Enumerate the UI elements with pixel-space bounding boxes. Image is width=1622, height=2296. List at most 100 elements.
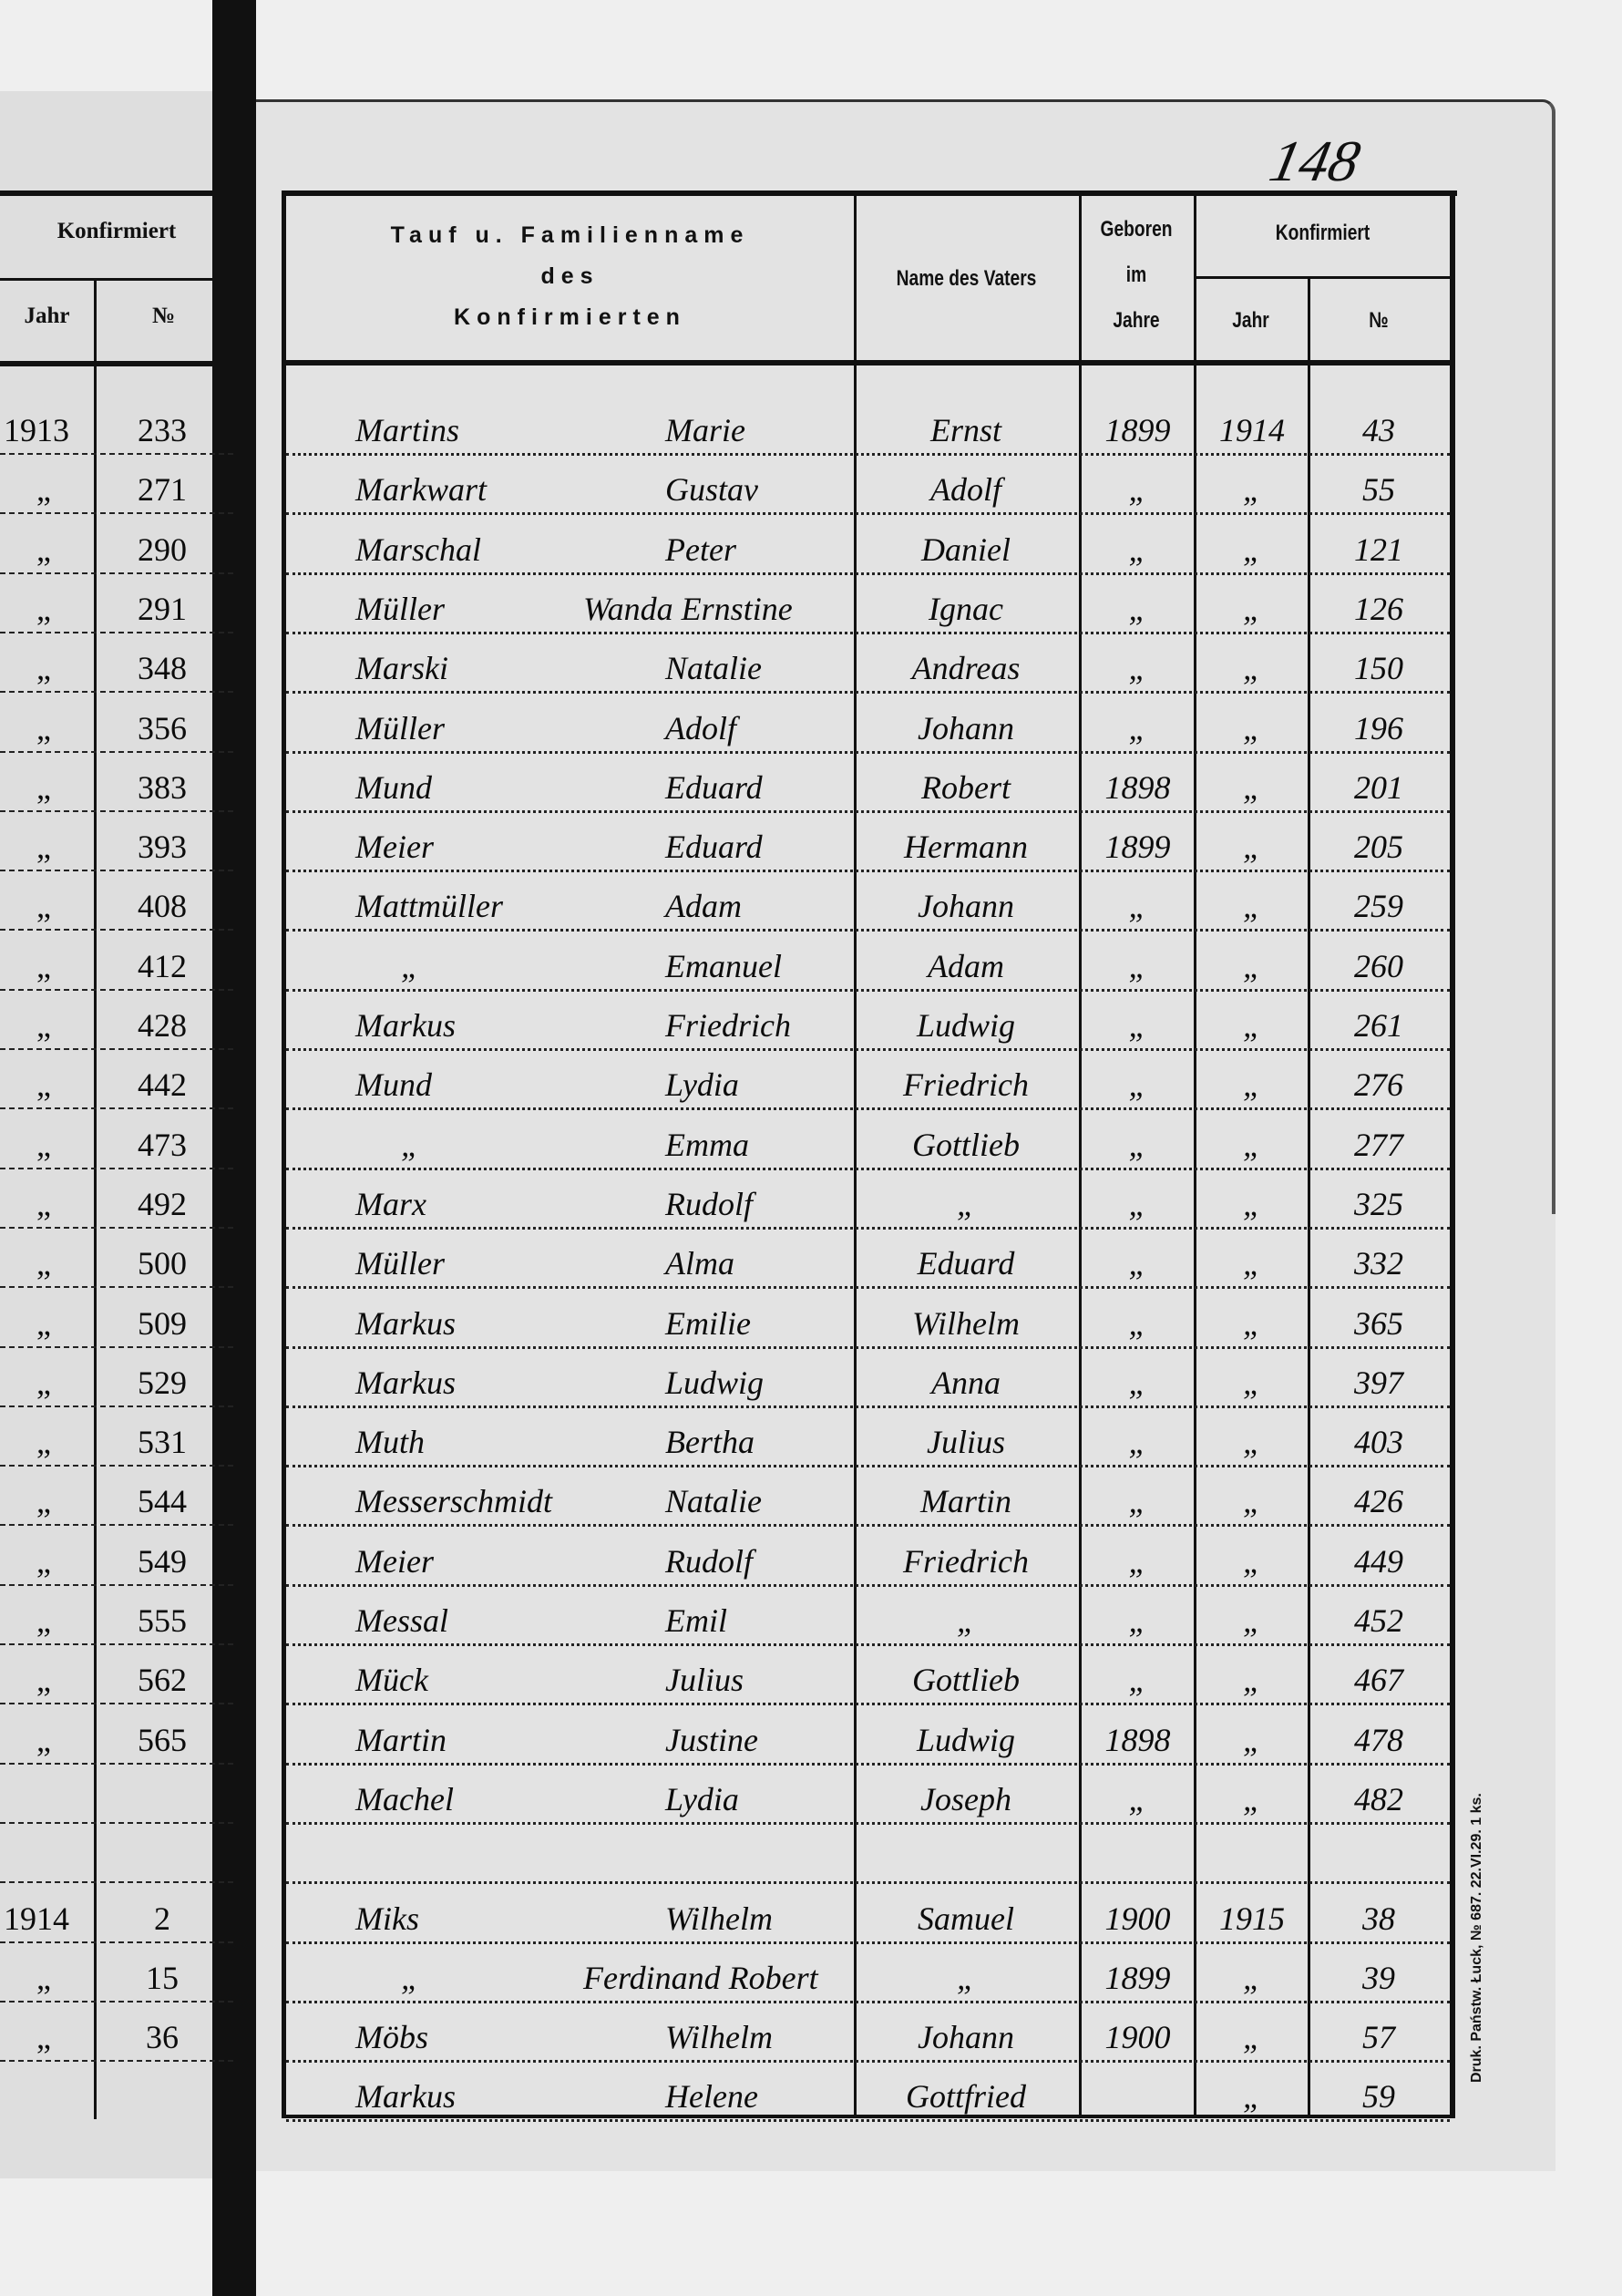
first-name-cell: Peter [665,530,736,568]
row-divider [286,512,1450,516]
first-name-cell: Alma [665,1245,734,1282]
left-year-cell: „ [36,1364,51,1401]
row-divider [286,631,1450,634]
row-divider [0,691,233,694]
confirmed-number-cell: 467 [1354,1662,1403,1699]
left-year-cell: „ [36,1424,51,1461]
row-divider [0,1226,233,1229]
confirmed-number-cell: 365 [1354,1304,1403,1342]
first-name-cell: Marie [665,412,745,448]
confirmed-year-cell: „ [1242,1602,1262,1639]
father-cell: Ernst [929,412,1001,448]
row-divider [286,2060,1450,2064]
surname-cell: Meier [355,1542,434,1580]
left-number-cell: 428 [138,1007,187,1044]
header-confirmed-year: Jahr [1232,308,1269,333]
born-year-cell: 1899 [1104,412,1171,448]
surname-cell: Messal [355,1602,448,1639]
first-name-cell: Adolf [665,709,736,746]
left-number-cell: 290 [138,530,187,568]
confirmed-number-cell: 121 [1354,530,1403,568]
surname-cell: Marx [355,1185,426,1222]
confirmed-number-cell: 260 [1354,947,1403,984]
row-divider [0,870,233,872]
row-divider [0,2060,233,2063]
left-year-cell: „ [36,1185,51,1222]
surname-cell: Markus [355,1304,456,1342]
surname-cell: Muth [355,1424,425,1461]
confirmed-year-cell: „ [1242,1959,1262,1996]
born-year-cell: „ [1128,1066,1147,1104]
row-divider [0,1941,233,1943]
row-divider [286,1405,1450,1408]
father-cell: Hermann [904,829,1028,866]
left-number-cell: 383 [138,768,187,806]
row-divider [286,571,1450,575]
left-year-cell: 1914 [4,1900,69,1937]
left-year-cell: „ [36,768,51,806]
born-year-cell: „ [1128,1245,1147,1282]
father-cell: Martin [919,1483,1011,1520]
first-name-cell: Bertha [665,1424,755,1461]
surname-cell: Messerschmidt [355,1483,552,1520]
left-year-cell: „ [36,1602,51,1639]
father-cell: Ludwig [916,1007,1016,1044]
father-cell: Julius [927,1424,1005,1461]
father-cell: Joseph [920,1780,1011,1817]
row-divider [0,988,233,991]
row-divider [286,1583,1450,1587]
born-year-cell: „ [1128,530,1147,568]
left-year-cell: „ [36,829,51,866]
first-name-cell: Wilhelm [665,1900,773,1937]
confirmed-year-cell: 1915 [1219,1900,1285,1937]
row-divider [286,1048,1450,1051]
father-cell: „ [956,1185,976,1222]
confirmed-number-cell: 150 [1354,650,1403,687]
father-cell: Johann [918,888,1014,925]
row-divider [286,1881,1450,1885]
left-number-cell: 233 [138,412,187,448]
left-year-cell: „ [36,1304,51,1342]
first-name-cell: Friedrich [665,1007,791,1044]
row-divider [286,1821,1450,1825]
row-divider [0,1167,233,1169]
surname-cell: Marski [355,650,448,687]
confirmed-number-cell: 277 [1354,1126,1403,1163]
header-confirmed: Konfirmiert [1275,221,1370,245]
father-cell: Ignac [929,590,1003,627]
header-born-line1: Geboren [1100,217,1173,242]
confirmed-year-cell: „ [1242,1185,1262,1222]
left-page [0,91,249,2178]
header-name-line1: Tauf u. Familienname [390,222,750,248]
first-name-cell: Ferdinand Robert [583,1959,818,1996]
confirmed-year-cell: „ [1242,1780,1262,1817]
row-divider [0,1286,233,1289]
left-number-cell: 408 [138,888,187,925]
confirmed-number-cell: 59 [1362,2078,1395,2116]
father-cell: Samuel [918,1900,1014,1937]
row-divider [0,1524,233,1527]
born-year-cell: 1899 [1104,829,1171,866]
page-number: 148 [1264,129,1366,193]
row-divider [0,1048,233,1050]
left-number-cell: 15 [146,1959,179,1996]
confirmed-number-cell: 452 [1354,1602,1403,1639]
row-divider [0,929,233,932]
first-name-cell: Emil [665,1602,727,1639]
header-name-line2: des [540,263,600,289]
row-divider [0,1465,233,1467]
confirmed-year-cell: „ [1242,1007,1262,1044]
left-number-cell: 549 [138,1542,187,1580]
confirmed-year-cell: „ [1242,888,1262,925]
born-year-cell: 1900 [1104,1900,1171,1937]
left-year-cell: 1913 [4,412,69,448]
born-year-cell: „ [1128,1780,1147,1817]
first-name-cell: Gustav [665,471,758,509]
left-number-cell: 271 [138,471,187,509]
row-divider [0,631,233,633]
left-year-cell: „ [36,888,51,925]
born-year-cell: 1900 [1104,2019,1171,2056]
left-number-cell: 2 [154,1900,170,1937]
confirmed-number-cell: 426 [1354,1483,1403,1520]
surname-cell: Markus [355,2078,456,2116]
